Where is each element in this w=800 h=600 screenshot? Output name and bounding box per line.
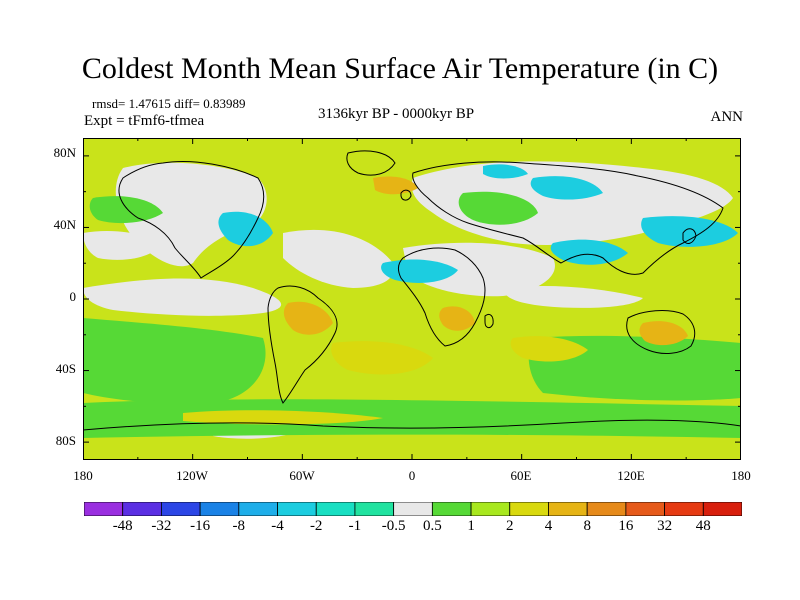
- indian-ocean-grey: [503, 286, 643, 308]
- colorbar-box: [393, 501, 433, 517]
- colorbar-box: [161, 501, 201, 517]
- lon-label-60w: 60W: [289, 468, 315, 483]
- colorbar-box: [664, 501, 704, 517]
- south-america-orange: [283, 301, 333, 335]
- lon-label-0: 0: [408, 468, 416, 483]
- colorbar-box: [625, 501, 665, 517]
- coast-south-america: [267, 285, 338, 404]
- colorbar-label: 16: [618, 518, 634, 534]
- colorbar-box: [83, 501, 124, 517]
- southern-ocean-green: [83, 399, 741, 438]
- colorbar-box: [122, 501, 162, 517]
- lat-label-0: 0: [69, 289, 77, 304]
- colorbar-box: [509, 501, 549, 517]
- lat-label-80s: 80S: [55, 433, 76, 448]
- colorbar-box: [277, 501, 317, 517]
- colorbar-box: [199, 501, 240, 517]
- colorbar-box: [238, 501, 278, 517]
- chart-title: Coldest Month Mean Surface Air Temperatu…: [81, 52, 719, 85]
- lat-label-40s: 40S: [55, 361, 76, 376]
- west-pacific-grey: [83, 231, 163, 260]
- colorbar-box: [702, 501, 743, 517]
- canada-green: [89, 196, 163, 224]
- colorbar: [83, 501, 743, 521]
- colorbar-box: [470, 501, 511, 517]
- colorbar-label: -4: [271, 518, 284, 534]
- coast-africa: [398, 247, 486, 347]
- colorbar-label: 2: [506, 518, 514, 534]
- experiment-label: Expt = tFmf6-tfmea: [84, 113, 205, 129]
- colorbar-box: [354, 501, 395, 517]
- colorbar-label: 4: [544, 518, 553, 534]
- colorbar-label: 0.5: [423, 518, 442, 534]
- colorbar-label: -2: [309, 518, 323, 534]
- coast-madagascar: [484, 313, 494, 329]
- coast-antarctica: [82, 419, 742, 431]
- colorbar-box: [548, 501, 588, 517]
- lat-label-80n: 80N: [53, 145, 76, 160]
- indian-yellow: [510, 336, 588, 362]
- coast-japan: [682, 228, 697, 244]
- eurasia-green: [458, 191, 538, 225]
- southern-yellow: [183, 410, 383, 425]
- south-africa-orange: [439, 306, 475, 331]
- south-atlantic-yellow: [331, 341, 433, 375]
- colorbar-box: [315, 501, 356, 517]
- yellow-regions: [183, 336, 588, 425]
- colorbar-label: -32: [151, 518, 172, 534]
- rmsd-diff-stats: rmsd= 1.47615 diff= 0.83989: [92, 96, 246, 111]
- lat-label-40n: 40N: [53, 217, 76, 232]
- period-label: 3136kyr BP - 0000kyr BP: [318, 106, 475, 122]
- colorbar-box: [431, 501, 472, 517]
- arctic-cyan: [483, 164, 528, 179]
- colorbar-label: -16: [190, 518, 211, 534]
- coast-britain: [400, 189, 412, 201]
- lon-label-60e: 60E: [510, 468, 532, 483]
- colorbar-label: 32: [657, 518, 673, 534]
- australia-orange: [639, 321, 688, 346]
- green-regions: [83, 191, 741, 438]
- coast-greenland: [346, 150, 396, 176]
- temperature-map: [82, 138, 742, 460]
- lon-label-120w: 120W: [176, 468, 208, 483]
- coastlines: [82, 150, 742, 431]
- warm-regions: [283, 176, 688, 346]
- pacific-cyan: [641, 216, 738, 247]
- colorbar-label: -0.5: [381, 518, 406, 534]
- pacific-green: [83, 318, 266, 404]
- cooling-regions: [218, 164, 738, 283]
- colorbar-label: -8: [232, 518, 246, 534]
- atlantic-grey: [283, 229, 394, 288]
- tropics-band-grey: [83, 278, 282, 316]
- colorbar-label: 1: [467, 518, 475, 534]
- lon-label-180e: 180: [731, 468, 751, 483]
- season-label: ANN: [710, 109, 744, 125]
- coast-north-america: [118, 160, 265, 279]
- lon-label-120e: 120E: [617, 468, 645, 483]
- colorbar-label: -48: [112, 518, 133, 534]
- coast-eurasia: [412, 161, 724, 275]
- coast-australia: [626, 310, 696, 354]
- colorbar-label: -1: [348, 518, 362, 534]
- lon-label-180w: 180: [73, 468, 93, 483]
- colorbar-box: [586, 501, 627, 517]
- colorbar-label: 8: [583, 518, 591, 534]
- colorbar-label: 48: [695, 518, 711, 534]
- eurasia-cyan: [530, 176, 603, 200]
- gulf-cyan: [218, 211, 273, 247]
